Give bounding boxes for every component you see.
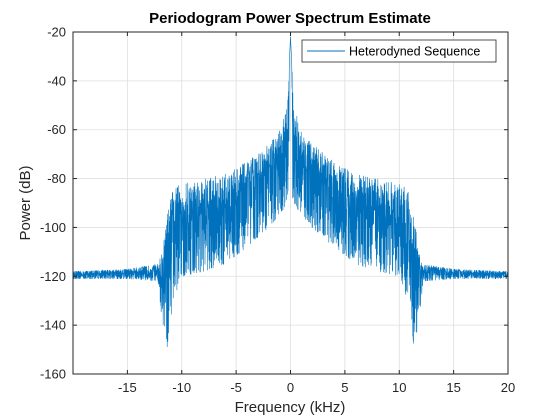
y-axis-label: Power (dB) (17, 165, 34, 240)
y-tick-label: -80 (47, 171, 66, 186)
x-tick-label: -15 (118, 380, 137, 395)
x-tick-labels: -15 -10 -5 0 5 10 15 20 (118, 380, 515, 395)
x-tick-label: 5 (341, 380, 348, 395)
series-layer (72, 36, 509, 347)
tick-marks (73, 31, 509, 375)
y-tick-label: -20 (47, 25, 66, 40)
y-tick-label: -160 (40, 367, 66, 382)
series-line-heterodyned (72, 36, 509, 347)
x-axis-label: Frequency (kHz) (235, 399, 346, 416)
x-tick-label: 0 (287, 380, 294, 395)
x-tick-label: 15 (446, 380, 460, 395)
legend: Heterodyned Sequence (301, 39, 497, 63)
y-tick-label: -40 (47, 73, 66, 88)
legend-box (301, 39, 497, 63)
x-tick-label: -5 (230, 380, 242, 395)
y-tick-label: -120 (40, 269, 66, 284)
y-tick-label: -60 (47, 122, 66, 137)
y-tick-labels: -20 -40 -60 -80 -100 -120 -140 -160 (40, 25, 66, 382)
x-tick-label: 10 (392, 380, 406, 395)
x-tick-label: -10 (172, 380, 191, 395)
y-tick-label: -140 (40, 318, 66, 333)
chart-title: Periodogram Power Spectrum Estimate (149, 10, 431, 27)
legend-label-heterodyned: Heterodyned Sequence (349, 45, 480, 59)
x-tick-label: 20 (501, 380, 515, 395)
y-tick-label: -100 (40, 220, 66, 235)
